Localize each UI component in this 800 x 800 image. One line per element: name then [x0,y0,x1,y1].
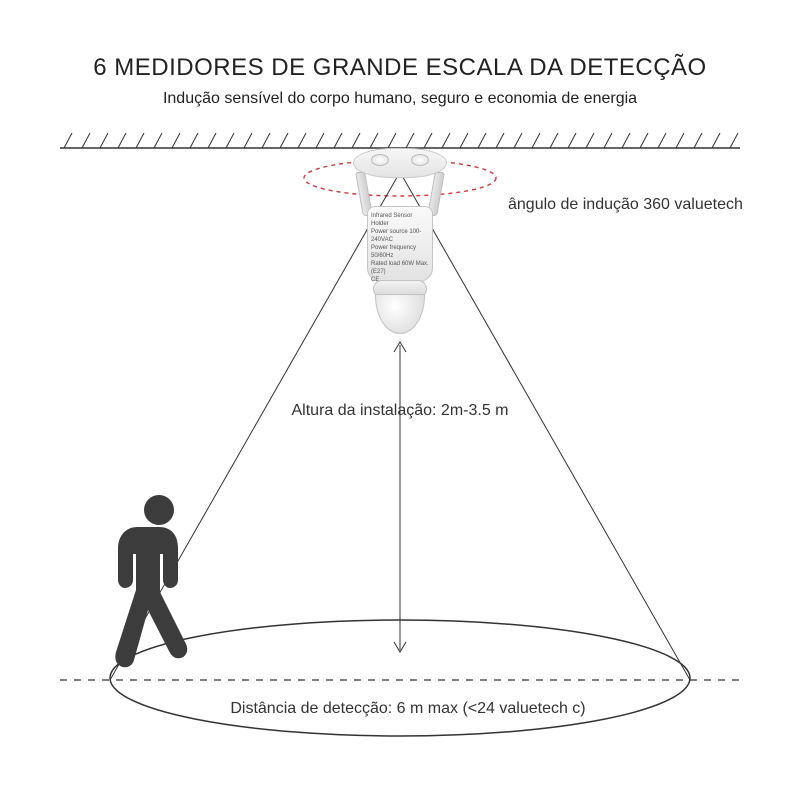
device-base [353,148,447,178]
device-text-line: Power source 100-240VAC [371,228,429,244]
sensor-device: Infrared Sensor Holder Power source 100-… [353,148,447,348]
device-knob [371,154,389,166]
device-text-line: Rated load 60W Max.(E27) [371,260,429,276]
person-icon [104,492,214,682]
device-dome [375,294,425,334]
height-label: Altura da instalação: 2m-3.5 m [260,402,540,420]
ceiling-hatch [64,133,738,148]
angle-label: ângulo de indução 360 valuetech [508,196,748,214]
device-text-line: Infrared Sensor Holder [371,212,429,228]
device-text-line: Power frequency 50/60Hz [371,244,429,260]
device-label-text: Infrared Sensor Holder Power source 100-… [371,212,429,284]
device-knob [411,154,429,166]
distance-label: Distância de detecção: 6 m max (<24 valu… [198,700,618,718]
